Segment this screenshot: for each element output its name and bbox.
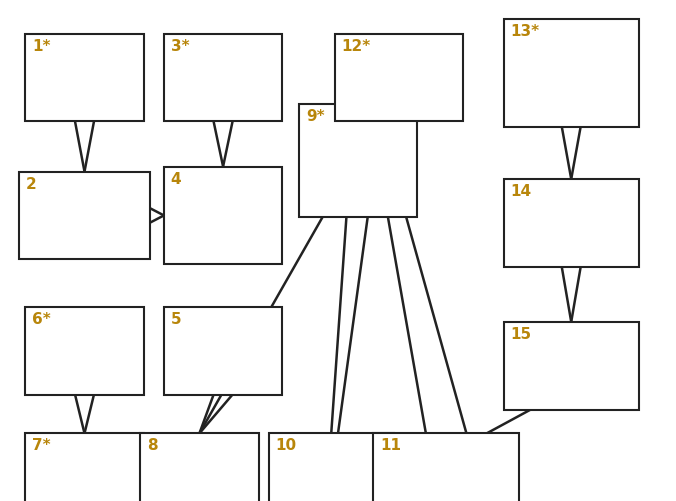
FancyBboxPatch shape: [335, 34, 463, 122]
Text: 10: 10: [276, 438, 297, 453]
Text: 9*: 9*: [306, 109, 324, 124]
FancyBboxPatch shape: [164, 34, 282, 122]
FancyBboxPatch shape: [164, 166, 282, 265]
Text: 8: 8: [147, 438, 158, 453]
Text: 11: 11: [380, 438, 402, 453]
FancyBboxPatch shape: [504, 179, 639, 267]
FancyBboxPatch shape: [373, 433, 518, 501]
FancyBboxPatch shape: [140, 433, 258, 501]
FancyBboxPatch shape: [18, 172, 150, 260]
FancyBboxPatch shape: [164, 307, 282, 395]
Text: 15: 15: [510, 327, 531, 342]
FancyBboxPatch shape: [268, 433, 393, 501]
FancyBboxPatch shape: [504, 322, 639, 410]
Text: 1*: 1*: [32, 39, 51, 54]
FancyBboxPatch shape: [26, 34, 143, 122]
Text: 6*: 6*: [32, 312, 51, 327]
Text: 5: 5: [170, 312, 181, 327]
Text: 2: 2: [26, 177, 36, 191]
Text: 13*: 13*: [510, 24, 539, 39]
FancyBboxPatch shape: [504, 19, 639, 127]
Text: 3*: 3*: [170, 39, 189, 54]
Text: 12*: 12*: [341, 39, 370, 54]
Text: 4: 4: [170, 172, 181, 186]
Text: 7*: 7*: [32, 438, 51, 453]
Text: 14: 14: [510, 184, 531, 199]
FancyBboxPatch shape: [26, 307, 143, 395]
FancyBboxPatch shape: [26, 433, 143, 501]
FancyBboxPatch shape: [299, 104, 417, 217]
